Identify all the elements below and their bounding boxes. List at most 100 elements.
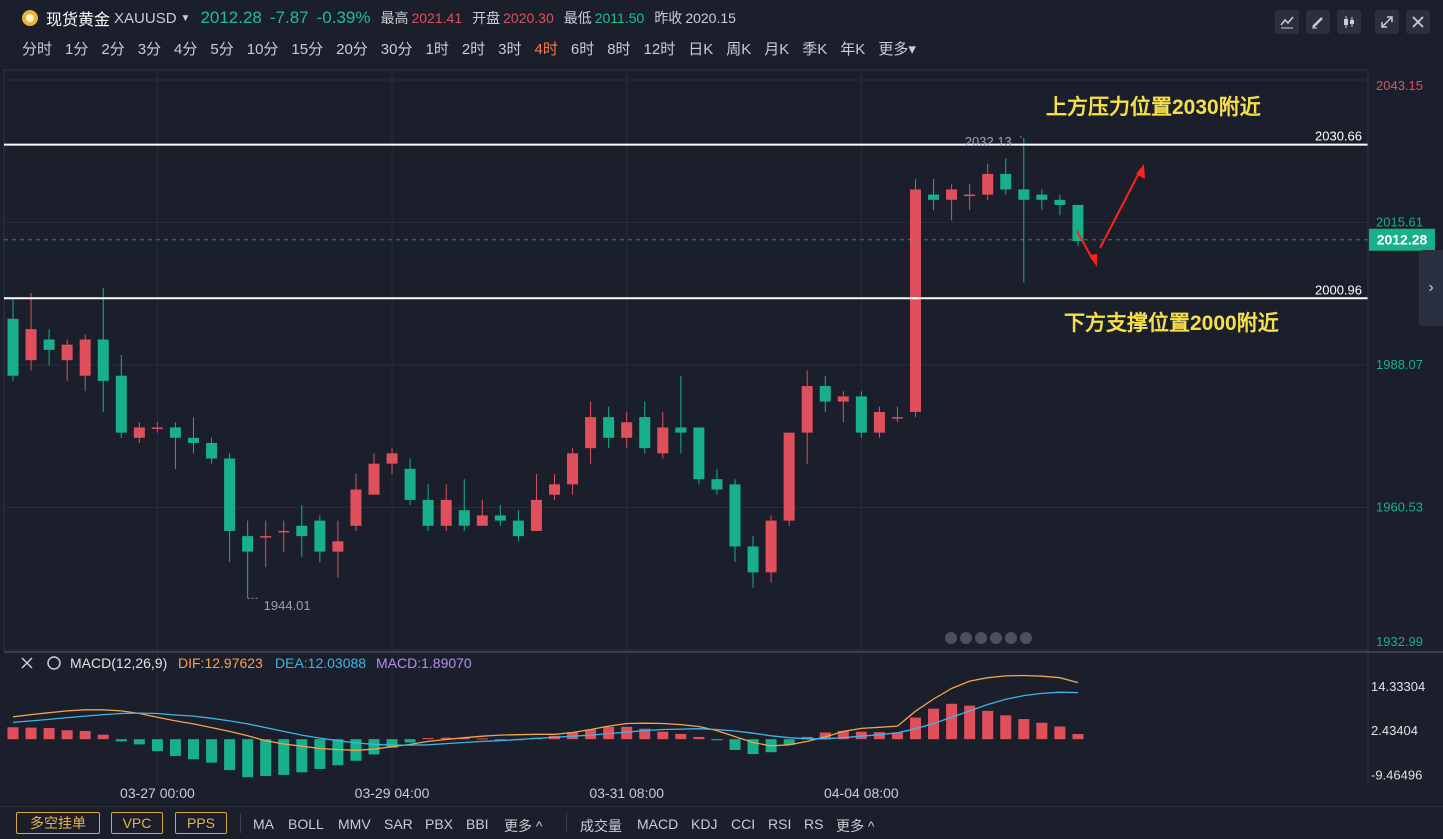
period-tab[interactable]: 12时 [643,41,676,58]
price-axis: 2043.15 2015.61 1988.07 1960.53 1932.99 2012.… [945,70,1443,790]
candle-icon[interactable] [1337,10,1361,34]
candle-body [1000,173,1012,190]
period-tab[interactable]: 15分 [291,41,324,58]
candle-body [693,427,705,480]
divider [566,813,567,833]
macd-histogram-bar [25,727,37,740]
chart-grid [3,69,1369,784]
line-tool-icon[interactable] [1275,10,1299,34]
period-tab[interactable]: 周K [726,41,752,58]
period-tab[interactable]: 30分 [380,41,413,58]
sub-indicator-item[interactable]: 更多 ^ [836,818,875,834]
up-arrow [1099,170,1141,249]
candle-body [7,318,19,376]
symbol-code[interactable]: XAUUSD [114,9,177,27]
macd-histogram-bar [7,727,19,740]
long-short-orders-button[interactable]: 多空挂单 [16,812,100,834]
macd-histogram-bar [43,728,55,740]
period-tab[interactable]: 更多▾ [878,41,916,58]
fullscreen-icon[interactable] [1375,10,1399,34]
candle-body [603,417,615,438]
macd-histogram-bar [1054,726,1066,740]
macd-histogram-bar [837,730,849,740]
period-tab[interactable]: 季K [802,41,828,58]
period-tab[interactable]: 20分 [336,41,368,58]
macd-tick-label: 2.43404 [1371,723,1418,738]
candle-body [873,411,885,433]
period-tab[interactable]: 5分 [210,41,234,58]
period-tab[interactable]: 10分 [246,41,279,58]
sub-indicator-item[interactable]: RS [804,816,824,832]
vpc-button[interactable]: VPC [111,812,163,834]
open-label: 开盘 [472,10,501,26]
period-tab[interactable]: 6时 [570,41,595,58]
candle-body [801,386,813,433]
main-indicator-item[interactable]: BBI [466,816,489,832]
down-arrow-head [1089,254,1097,267]
main-indicator-item[interactable]: 更多 ^ [504,818,543,834]
macd-histogram-bar [783,739,795,745]
period-tab[interactable]: 3时 [498,41,522,58]
pps-button[interactable]: PPS [175,812,227,834]
low-marker-label: 1944.01 [264,598,311,613]
candle-body [25,329,37,361]
candle-body [747,546,759,573]
candle-body [458,510,470,526]
expand-side-panel-button[interactable]: › [1419,250,1443,326]
pen-icon[interactable] [1306,10,1330,34]
chevron-down-icon[interactable]: ▼ [180,12,191,24]
macd-histogram-bar [982,710,994,740]
macd-histogram-bar [729,739,741,750]
mini-tool-icon [960,632,972,644]
period-tab[interactable]: 月K [764,41,790,58]
level-lines: 2030.66 2000.96 2032.13 1944.01 [4,129,1368,613]
period-tab[interactable]: 4时 [534,41,558,58]
price-change-pct: -0.39% [316,8,371,27]
sub-indicator-item[interactable]: MACD [637,816,679,832]
period-tab[interactable]: 2时 [461,41,486,58]
high-marker-label: 2032.13 [965,134,1012,149]
candle-body [585,417,597,449]
close-icon[interactable] [1406,10,1430,34]
symbol-name[interactable]: 现货黄金 [46,12,111,29]
chart-area[interactable]: 2030.66 2000.96 2032.13 1944.01 2043.15 2015… [0,68,1443,806]
period-tab[interactable]: 4分 [174,41,198,58]
candle-body [910,189,921,412]
macd-histogram-bar [115,739,127,742]
candle-body [819,386,831,402]
time-axis: 03-27 00:00 03-29 04:00 03-31 08:00 04-04 0… [120,785,899,801]
macd-histogram-bar [440,737,452,740]
main-indicator-item[interactable]: PBX [425,816,454,832]
macd-histogram-bar [675,733,687,740]
period-tab[interactable]: 1时 [425,41,449,58]
main-indicator-item[interactable]: MA [253,816,274,832]
candle-body [224,458,236,531]
mini-tool-icon [1020,632,1032,644]
period-tab[interactable]: 年K [840,41,866,58]
period-tab[interactable]: 8时 [607,41,631,58]
main-indicator-item[interactable]: MMV [338,816,371,832]
period-tab[interactable]: 日K [688,41,714,58]
candle-body [115,375,127,433]
main-indicator-item[interactable]: BOLL [288,816,324,832]
macd-histogram-bar [801,736,813,740]
gold-coin-icon [22,10,38,26]
macd-histogram-bar [657,731,669,740]
sub-indicator-item[interactable]: 成交量 [580,818,622,834]
sub-indicator-item[interactable]: KDJ [691,816,718,832]
macd-histogram-bar [873,732,885,740]
candle-body [169,427,181,438]
macd-histogram-bar [693,736,705,740]
sub-indicator-item[interactable]: RSI [768,816,792,832]
main-indicator-item[interactable]: SAR [384,816,413,832]
time-tick-label: 03-31 08:00 [589,785,664,801]
macd-histogram-bar [711,739,723,741]
candle-body [928,194,940,200]
period-tab[interactable]: 1分 [65,41,89,58]
current-price-tag [1369,228,1435,251]
sub-indicator-item[interactable]: CCI [731,816,756,832]
period-tab[interactable]: 3分 [137,41,162,58]
low-label: 最低 [563,10,592,26]
period-tab[interactable]: 2分 [101,41,125,58]
period-tab[interactable]: 分时 [22,41,53,58]
